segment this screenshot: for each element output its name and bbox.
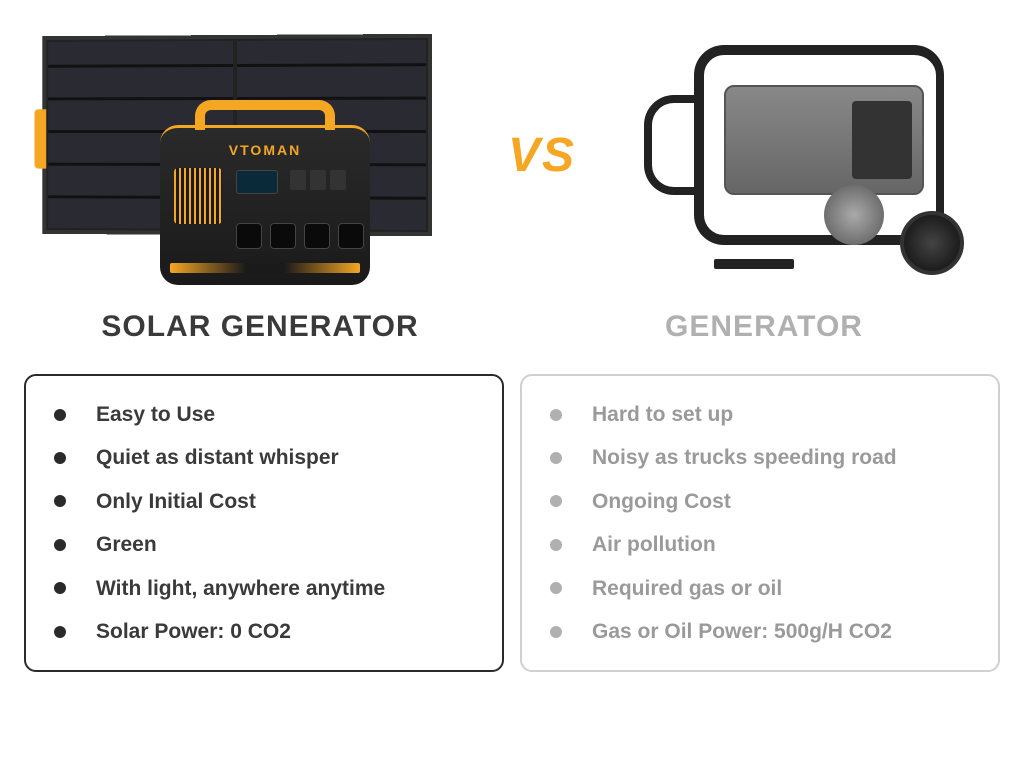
bullet-icon bbox=[550, 409, 562, 421]
station-stripe bbox=[170, 263, 360, 273]
gen-engine bbox=[824, 185, 884, 245]
list-item-label: Solar Power: 0 CO2 bbox=[96, 617, 291, 646]
list-item: Only Initial Cost bbox=[54, 487, 474, 516]
station-vent bbox=[174, 168, 222, 224]
list-item-label: With light, anywhere anytime bbox=[96, 574, 385, 603]
list-item-label: Required gas or oil bbox=[592, 574, 782, 603]
bullet-icon bbox=[54, 539, 66, 551]
list-item-label: Hard to set up bbox=[592, 400, 733, 429]
station-handle bbox=[195, 100, 335, 130]
station-outlets bbox=[236, 223, 364, 249]
list-item-label: Gas or Oil Power: 500g/H CO2 bbox=[592, 617, 892, 646]
gas-generator-graphic bbox=[654, 35, 974, 275]
bullet-icon bbox=[550, 495, 562, 507]
station-display bbox=[236, 170, 278, 194]
generator-title: GENERATOR bbox=[544, 310, 984, 344]
top-section: VTOMAN VS bbox=[0, 0, 1024, 300]
list-item: Quiet as distant whisper bbox=[54, 443, 474, 472]
bullet-icon bbox=[550, 539, 562, 551]
gen-control-panel bbox=[852, 101, 912, 179]
list-item: Easy to Use bbox=[54, 400, 474, 429]
bullet-icon bbox=[54, 582, 66, 594]
list-item-label: Easy to Use bbox=[96, 400, 215, 429]
bullet-icon bbox=[54, 452, 66, 464]
list-item-label: Quiet as distant whisper bbox=[96, 443, 339, 472]
list-item: Required gas or oil bbox=[550, 574, 970, 603]
bullet-icon bbox=[54, 409, 66, 421]
bullet-icon bbox=[550, 582, 562, 594]
station-ports bbox=[290, 170, 346, 190]
bullet-icon bbox=[54, 495, 66, 507]
list-item-label: Only Initial Cost bbox=[96, 487, 256, 516]
list-item-label: Air pollution bbox=[592, 530, 716, 559]
gen-foot bbox=[714, 259, 794, 269]
list-item-label: Ongoing Cost bbox=[592, 487, 731, 516]
station-brand-label: VTOMAN bbox=[229, 142, 301, 158]
titles-row: SOLAR GENERATOR GENERATOR bbox=[0, 300, 1024, 364]
list-item: Green bbox=[54, 530, 474, 559]
bullet-icon bbox=[550, 626, 562, 638]
comparison-lists: Easy to Use Quiet as distant whisper Onl… bbox=[0, 374, 1024, 672]
gas-generator-image bbox=[644, 25, 984, 285]
gen-wheel bbox=[900, 211, 964, 275]
list-item: Hard to set up bbox=[550, 400, 970, 429]
solar-generator-title: SOLAR GENERATOR bbox=[40, 310, 480, 344]
gen-handle bbox=[644, 95, 704, 195]
list-item: Gas or Oil Power: 500g/H CO2 bbox=[550, 617, 970, 646]
power-station-graphic: VTOMAN bbox=[160, 125, 370, 285]
gen-body bbox=[724, 85, 924, 195]
solar-generator-image: VTOMAN bbox=[40, 25, 440, 285]
list-item: Solar Power: 0 CO2 bbox=[54, 617, 474, 646]
list-item-label: Noisy as trucks speeding road bbox=[592, 443, 897, 472]
solar-generator-list: Easy to Use Quiet as distant whisper Onl… bbox=[24, 374, 504, 672]
bullet-icon bbox=[550, 452, 562, 464]
vs-label: VS bbox=[508, 128, 576, 183]
bullet-icon bbox=[54, 626, 66, 638]
list-item: Air pollution bbox=[550, 530, 970, 559]
list-item: With light, anywhere anytime bbox=[54, 574, 474, 603]
generator-list: Hard to set up Noisy as trucks speeding … bbox=[520, 374, 1000, 672]
list-item: Ongoing Cost bbox=[550, 487, 970, 516]
list-item: Noisy as trucks speeding road bbox=[550, 443, 970, 472]
list-item-label: Green bbox=[96, 530, 157, 559]
